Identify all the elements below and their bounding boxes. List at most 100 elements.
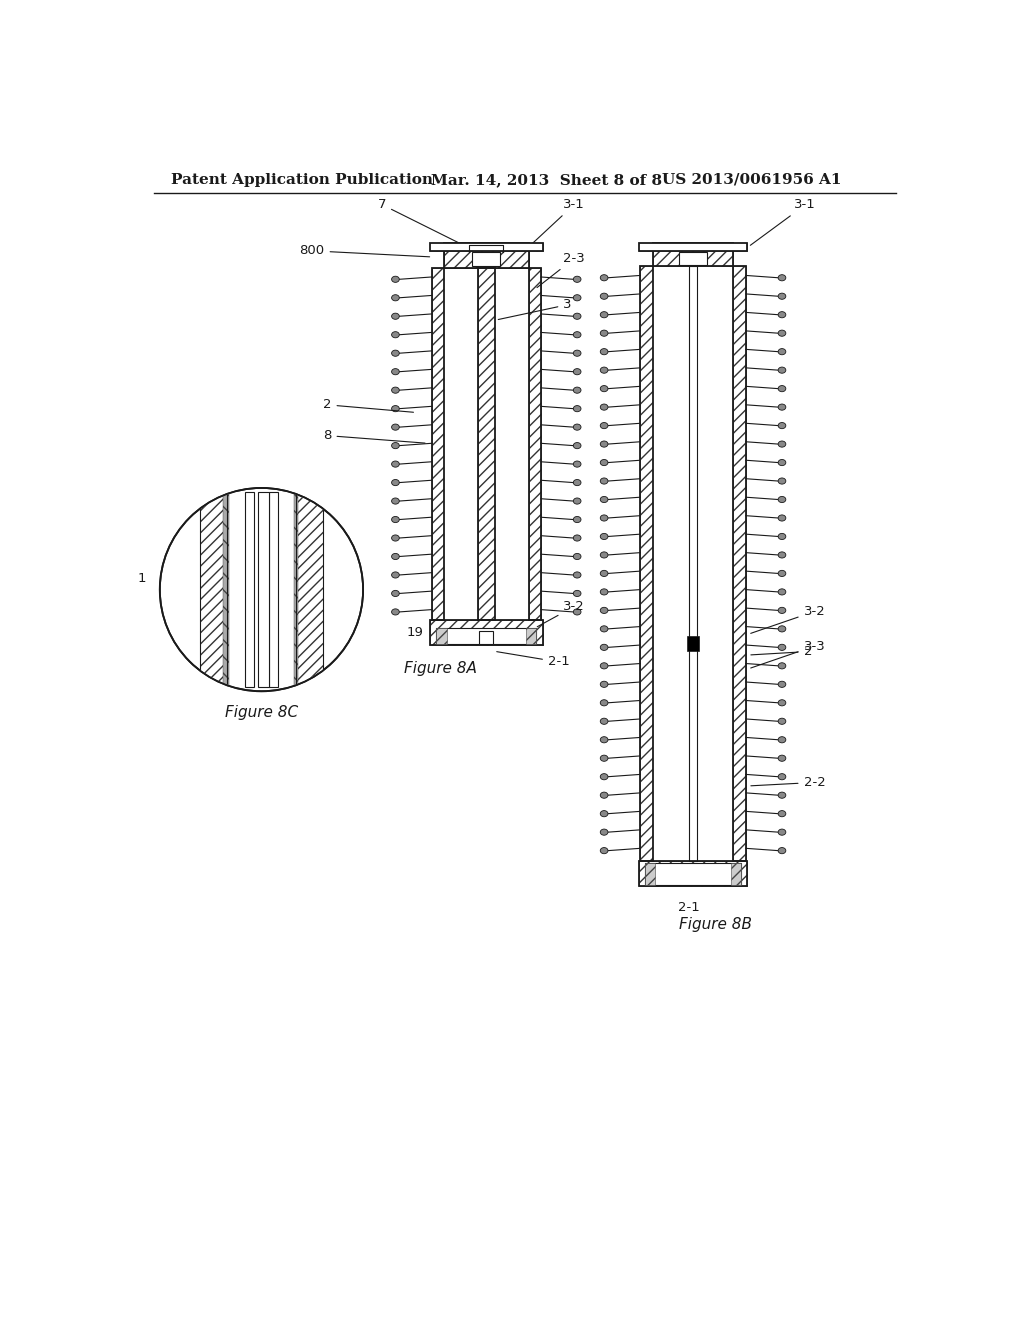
- Ellipse shape: [600, 367, 608, 374]
- Bar: [639, 862, 748, 886]
- Bar: [432, 268, 444, 620]
- Ellipse shape: [600, 552, 608, 558]
- Text: Figure 8C: Figure 8C: [225, 705, 298, 721]
- Ellipse shape: [391, 313, 399, 319]
- Ellipse shape: [573, 424, 581, 430]
- Ellipse shape: [778, 570, 785, 577]
- Ellipse shape: [573, 498, 581, 504]
- Ellipse shape: [600, 570, 608, 577]
- Bar: [478, 268, 495, 620]
- Ellipse shape: [778, 515, 785, 521]
- Ellipse shape: [600, 755, 608, 762]
- Ellipse shape: [600, 348, 608, 355]
- Ellipse shape: [778, 663, 785, 669]
- Ellipse shape: [391, 498, 399, 504]
- Bar: [652, 243, 733, 267]
- Bar: [269, 492, 279, 688]
- Ellipse shape: [391, 368, 399, 375]
- Text: 4: 4: [174, 576, 238, 589]
- Ellipse shape: [600, 644, 608, 651]
- Ellipse shape: [600, 515, 608, 521]
- Ellipse shape: [600, 459, 608, 466]
- Ellipse shape: [600, 810, 608, 817]
- Bar: [479, 631, 494, 644]
- Ellipse shape: [573, 535, 581, 541]
- Ellipse shape: [778, 700, 785, 706]
- Text: Figure 8A: Figure 8A: [403, 660, 476, 676]
- Bar: [679, 252, 707, 264]
- Ellipse shape: [778, 829, 785, 836]
- Bar: [696, 267, 733, 862]
- Ellipse shape: [778, 847, 785, 854]
- Bar: [200, 492, 226, 688]
- Ellipse shape: [573, 572, 581, 578]
- Ellipse shape: [391, 590, 399, 597]
- Ellipse shape: [391, 479, 399, 486]
- Bar: [432, 268, 444, 620]
- Ellipse shape: [600, 700, 608, 706]
- Ellipse shape: [391, 516, 399, 523]
- Text: Mar. 14, 2013  Sheet 8 of 8: Mar. 14, 2013 Sheet 8 of 8: [431, 173, 662, 187]
- Bar: [444, 243, 528, 268]
- Bar: [444, 268, 478, 620]
- Bar: [472, 252, 500, 267]
- Bar: [436, 628, 447, 644]
- Bar: [430, 243, 543, 251]
- Ellipse shape: [600, 330, 608, 337]
- Ellipse shape: [778, 385, 785, 392]
- Ellipse shape: [391, 553, 399, 560]
- Ellipse shape: [778, 496, 785, 503]
- Ellipse shape: [573, 609, 581, 615]
- Text: Figure 8B: Figure 8B: [679, 917, 753, 932]
- Ellipse shape: [600, 422, 608, 429]
- Bar: [296, 492, 323, 688]
- Text: 1: 1: [137, 572, 146, 585]
- Bar: [444, 243, 528, 268]
- Ellipse shape: [600, 589, 608, 595]
- Ellipse shape: [600, 607, 608, 614]
- Bar: [689, 267, 696, 862]
- Text: 1-2: 1-2: [174, 614, 245, 627]
- Ellipse shape: [600, 681, 608, 688]
- Bar: [436, 628, 537, 644]
- Text: 2-2: 2-2: [751, 776, 825, 789]
- Ellipse shape: [778, 607, 785, 614]
- Ellipse shape: [573, 294, 581, 301]
- Bar: [528, 268, 541, 620]
- Bar: [640, 267, 652, 862]
- Ellipse shape: [778, 275, 785, 281]
- Ellipse shape: [778, 737, 785, 743]
- Bar: [279, 492, 296, 688]
- Ellipse shape: [391, 609, 399, 615]
- Text: 2-1: 2-1: [678, 902, 699, 915]
- Ellipse shape: [778, 441, 785, 447]
- Bar: [226, 492, 245, 688]
- Text: 7: 7: [378, 198, 465, 246]
- Bar: [639, 862, 748, 886]
- Ellipse shape: [391, 461, 399, 467]
- Ellipse shape: [573, 516, 581, 523]
- Bar: [294, 492, 298, 688]
- Text: 3-1: 3-1: [530, 198, 585, 246]
- Ellipse shape: [600, 533, 608, 540]
- Ellipse shape: [573, 350, 581, 356]
- Ellipse shape: [778, 293, 785, 300]
- Bar: [430, 620, 543, 645]
- Ellipse shape: [600, 718, 608, 725]
- Bar: [430, 620, 543, 645]
- Ellipse shape: [573, 331, 581, 338]
- Ellipse shape: [600, 663, 608, 669]
- Ellipse shape: [573, 461, 581, 467]
- Ellipse shape: [573, 553, 581, 560]
- Ellipse shape: [573, 313, 581, 319]
- Ellipse shape: [778, 718, 785, 725]
- Text: 3-1: 3-1: [751, 198, 816, 246]
- Ellipse shape: [778, 774, 785, 780]
- Ellipse shape: [778, 810, 785, 817]
- Text: 2: 2: [751, 645, 812, 659]
- Text: 3: 3: [499, 298, 571, 319]
- Bar: [731, 863, 741, 884]
- Ellipse shape: [573, 387, 581, 393]
- Ellipse shape: [600, 829, 608, 836]
- Bar: [495, 268, 528, 620]
